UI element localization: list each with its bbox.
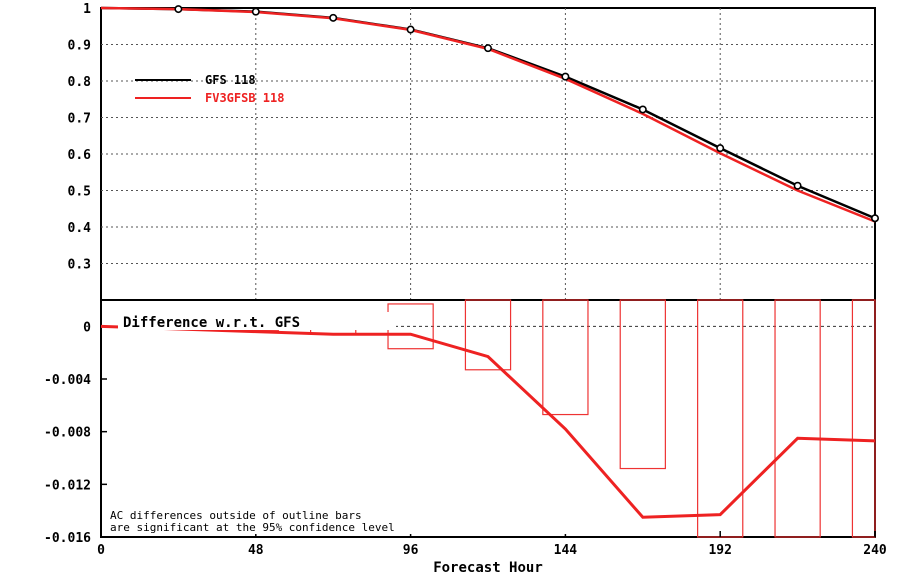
gfs-marker (870, 214, 879, 223)
gfs-marker (793, 181, 802, 190)
top-ytick-label: 0.5 (68, 185, 91, 200)
bottom-plot-frame (100, 299, 876, 538)
gfs-marker (561, 72, 570, 81)
annotation-line-1: AC differences outside of outline bars (110, 509, 362, 522)
significance-bar (774, 299, 821, 538)
gfs-marker (716, 144, 725, 153)
bottom-ytick-label: 0 (83, 320, 91, 335)
legend-label-gfs: GFS 118 (205, 73, 256, 87)
legend-label-fv3gfsb: FV3GFSB 118 (205, 91, 284, 105)
bottom-ytick-label: -0.004 (44, 373, 91, 388)
xtick-label: 192 (708, 543, 731, 558)
bottom-panel: 0 -0.004 -0.008 -0.012 -0.016 0 48 96 144 192 240 (44, 299, 887, 558)
panel-title-bg (118, 312, 396, 330)
xtick-label: 144 (554, 543, 578, 558)
gfs-marker (483, 44, 492, 53)
xtick-label: 0 (97, 543, 105, 558)
significance-bar (464, 299, 512, 371)
xtick-label: 240 (863, 543, 887, 558)
gfs-marker (406, 25, 415, 34)
significance-bar (619, 299, 666, 470)
annotation-line-2: are significant at the 95% confidence le… (110, 521, 395, 534)
annotation-bg (105, 506, 575, 534)
text-overlay: Difference w.r.t. GFS AC differences outs… (105, 312, 575, 574)
gfs-marker (638, 105, 647, 114)
significance-bar (851, 299, 876, 538)
top-ytick-label: 0.6 (68, 148, 92, 163)
gfs-marker (329, 13, 338, 22)
bottom-ytick-label: -0.016 (44, 531, 91, 546)
bottom-ytick-label: -0.008 (44, 426, 91, 441)
xtick-label: 96 (403, 543, 419, 558)
top-ytick-label: 0.7 (68, 112, 91, 127)
top-ytick-label: 1 (83, 2, 91, 17)
bottom-ytick-label: -0.012 (44, 478, 91, 493)
gfs-marker (174, 5, 183, 14)
significance-bar (542, 299, 589, 416)
top-panel: 1 0.9 0.8 0.7 0.6 0.5 0.4 0.3 GFS 118 FV3GFSB 118 (68, 2, 879, 301)
gfs-marker (251, 7, 260, 16)
difference-line (100, 324, 876, 519)
top-ytick-label: 0.8 (68, 75, 92, 90)
top-ytick-label: 0.3 (68, 258, 91, 273)
xtick-label: 48 (248, 543, 264, 558)
top-ytick-label: 0.4 (68, 221, 92, 236)
x-axis-label: Forecast Hour (433, 560, 543, 574)
panel-title: Difference w.r.t. GFS (123, 315, 300, 331)
top-ytick-label: 0.9 (68, 39, 91, 54)
